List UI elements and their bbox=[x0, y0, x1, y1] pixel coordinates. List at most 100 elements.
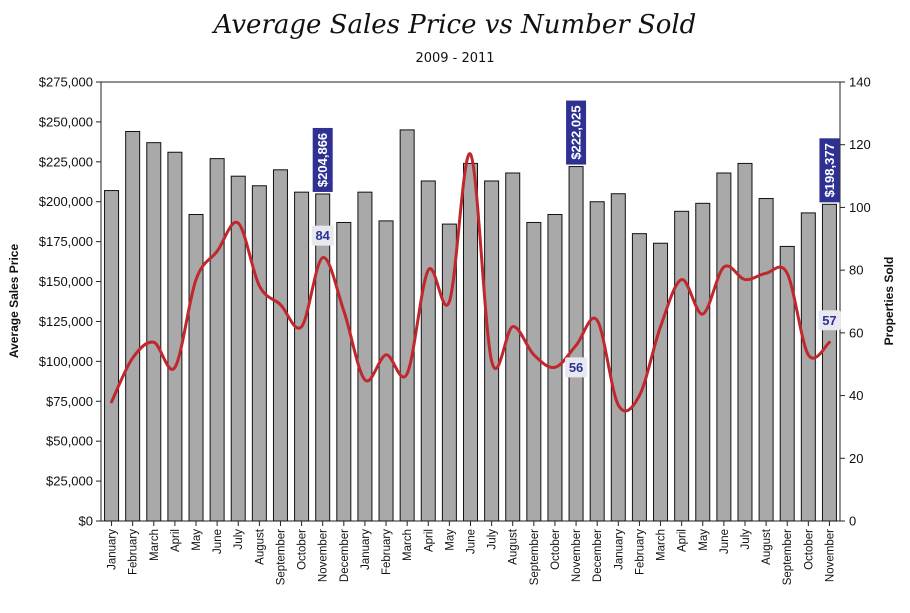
y2-tick-label: 80 bbox=[849, 263, 863, 278]
price-callout-label: $204,866 bbox=[315, 133, 330, 187]
bar bbox=[125, 130, 141, 522]
x-tick-label: March bbox=[402, 529, 414, 561]
x-tick-label: February bbox=[634, 529, 646, 575]
x-tick-label: April bbox=[423, 529, 435, 552]
bar bbox=[378, 220, 394, 522]
price-callout-label: $198,377 bbox=[822, 143, 837, 197]
y-tick-label: $275,000 bbox=[39, 75, 93, 90]
bar bbox=[526, 221, 542, 522]
x-tick-label: June bbox=[212, 529, 224, 554]
y-tick-label: $175,000 bbox=[39, 234, 93, 249]
bar bbox=[167, 151, 183, 522]
x-tick-label: December bbox=[339, 529, 351, 582]
y2-tick-label: 40 bbox=[849, 388, 863, 403]
x-tick-label: November bbox=[824, 529, 836, 582]
y-tick-label: $50,000 bbox=[46, 434, 93, 449]
bar bbox=[589, 201, 605, 522]
bar bbox=[610, 193, 626, 522]
x-tick-label: January bbox=[360, 529, 372, 570]
x-tick-label: June bbox=[466, 529, 478, 554]
bar bbox=[674, 210, 690, 522]
x-tick-label: August bbox=[254, 528, 266, 565]
y-tick-label: $100,000 bbox=[39, 354, 93, 369]
x-tick-label: September bbox=[782, 529, 794, 585]
y2-tick-label: 60 bbox=[849, 325, 863, 340]
count-callout-box bbox=[818, 310, 841, 331]
price-callout-box bbox=[312, 127, 333, 192]
y2-tick-label: 0 bbox=[849, 514, 856, 529]
count-callout-label: 84 bbox=[315, 228, 330, 243]
x-tick-label: September bbox=[275, 529, 287, 585]
count-callout-label: 57 bbox=[822, 313, 836, 328]
chart-title: Average Sales Price vs Number Sold bbox=[212, 10, 697, 40]
y-tick-label: $125,000 bbox=[39, 314, 93, 329]
bar bbox=[505, 172, 521, 522]
price-callout-box bbox=[566, 100, 587, 165]
bar bbox=[336, 221, 352, 522]
bar bbox=[188, 213, 204, 522]
count-callout-box bbox=[565, 357, 588, 378]
x-tick-label: March bbox=[149, 529, 161, 561]
bar bbox=[800, 212, 816, 522]
bar bbox=[251, 185, 267, 522]
x-tick-label: July bbox=[487, 529, 499, 550]
y-tick-label: $200,000 bbox=[39, 194, 93, 209]
x-tick-label: July bbox=[233, 529, 245, 550]
x-tick-label: January bbox=[613, 529, 625, 570]
bar bbox=[209, 158, 225, 522]
x-tick-label: December bbox=[592, 529, 604, 582]
x-tick-label: February bbox=[128, 529, 140, 575]
bar bbox=[230, 175, 246, 522]
x-tick-label: October bbox=[297, 529, 309, 570]
x-tick-label: June bbox=[719, 529, 731, 554]
x-tick-label: April bbox=[170, 529, 182, 552]
bar bbox=[653, 242, 669, 522]
bar bbox=[716, 172, 732, 522]
y2-tick-label: 100 bbox=[849, 200, 871, 215]
x-tick-label: April bbox=[677, 529, 689, 552]
bar bbox=[272, 169, 288, 522]
x-tick-label: November bbox=[318, 529, 330, 582]
y-tick-label: $250,000 bbox=[39, 114, 93, 129]
bar bbox=[737, 162, 753, 522]
x-tick-label: March bbox=[656, 529, 668, 561]
y2-tick-label: 140 bbox=[849, 75, 871, 90]
y-tick-label: $75,000 bbox=[46, 394, 93, 409]
x-tick-label: September bbox=[529, 529, 541, 585]
price-callout-label: $222,025 bbox=[569, 105, 584, 159]
properties-sold-line bbox=[110, 152, 831, 413]
count-callout-box bbox=[311, 225, 334, 246]
y2-tick-label: 20 bbox=[849, 451, 863, 466]
x-tick-label: November bbox=[571, 529, 583, 582]
x-tick-label: May bbox=[191, 529, 203, 551]
x-tick-label: May bbox=[698, 529, 710, 551]
y-tick-label: $225,000 bbox=[39, 154, 93, 169]
plot-area: $0 $25,000 $50,000 $75,000 $100,000 $125,000 $… bbox=[39, 75, 871, 586]
bar bbox=[484, 180, 500, 522]
bar bbox=[146, 142, 162, 522]
x-tick-label: October bbox=[803, 529, 815, 570]
bar bbox=[758, 198, 774, 522]
bar bbox=[294, 191, 310, 522]
bar bbox=[104, 190, 120, 522]
x-tick-label: July bbox=[740, 529, 752, 550]
x-tick-label: February bbox=[381, 529, 393, 575]
bar bbox=[821, 203, 837, 522]
y-tick-label: $0 bbox=[79, 514, 93, 529]
y2-axis-label: Properties Sold bbox=[882, 257, 896, 346]
y-axis-label: Average Sales Price bbox=[7, 244, 21, 359]
x-tick-label: August bbox=[508, 528, 520, 565]
x-tick-label: January bbox=[107, 529, 119, 570]
bar bbox=[420, 180, 436, 522]
price-callout-box bbox=[819, 138, 840, 203]
bar bbox=[399, 129, 415, 522]
y2-tick-label: 120 bbox=[849, 137, 871, 152]
x-tick-label: May bbox=[444, 529, 456, 551]
y-tick-label: $25,000 bbox=[46, 474, 93, 489]
count-callout-label: 56 bbox=[569, 360, 583, 375]
chart-subtitle: 2009 - 2011 bbox=[415, 51, 494, 66]
bar bbox=[631, 233, 647, 522]
x-tick-label: October bbox=[550, 529, 562, 570]
x-tick-label: August bbox=[761, 528, 773, 565]
